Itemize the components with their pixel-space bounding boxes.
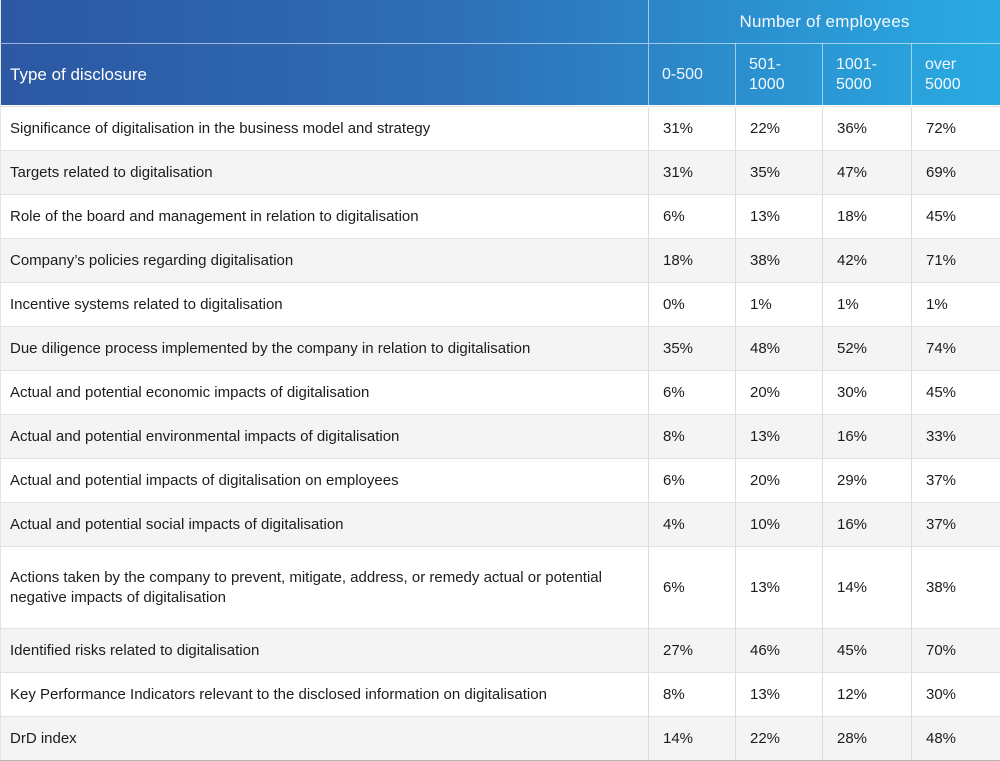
table-row: Incentive systems related to digitalisat… (0, 282, 1000, 327)
value-cell: 38% (735, 238, 823, 283)
value-cell: 70% (910, 628, 1000, 673)
value-cell: 4% (648, 502, 736, 547)
header-corner-cell (0, 0, 649, 44)
value-cell: 30% (910, 672, 1000, 717)
row-label: Significance of digitalisation in the bu… (0, 106, 649, 151)
row-label: Actual and potential impacts of digitali… (0, 458, 649, 503)
row-label: Due diligence process implemented by the… (0, 326, 649, 371)
value-cell: 29% (822, 458, 912, 503)
table-row: Actual and potential social impacts of d… (0, 502, 1000, 547)
value-cell: 18% (648, 238, 736, 283)
value-cell: 1% (735, 282, 823, 327)
table-row: Due diligence process implemented by the… (0, 326, 1000, 371)
value-cell: 12% (822, 672, 912, 717)
value-cell: 13% (735, 546, 823, 629)
row-label: Actual and potential environmental impac… (0, 414, 649, 459)
value-cell: 35% (648, 326, 736, 371)
value-cell: 72% (910, 106, 1000, 151)
value-cell: 10% (735, 502, 823, 547)
table-row: Actions taken by the company to prevent,… (0, 546, 1000, 629)
value-cell: 37% (910, 458, 1000, 503)
value-cell: 6% (648, 458, 736, 503)
value-cell: 31% (648, 150, 736, 195)
header-group-row: Number of employees (0, 0, 1000, 44)
value-cell: 33% (910, 414, 1000, 459)
value-cell: 28% (822, 716, 912, 761)
row-label: Actual and potential economic impacts of… (0, 370, 649, 415)
column-header-1001-5000: 1001- 5000 (822, 43, 912, 107)
header-columns-row: Type of disclosure 0-500 501- 1000 1001-… (1, 43, 1000, 107)
value-cell: 6% (648, 546, 736, 629)
value-cell: 48% (910, 716, 1000, 761)
table-row: Targets related to digitalisation 31% 35… (0, 150, 1000, 195)
value-cell: 1% (822, 282, 912, 327)
value-cell: 52% (822, 326, 912, 371)
value-cell: 16% (822, 414, 912, 459)
row-label: Identified risks related to digitalisati… (0, 628, 649, 673)
table-row: Actual and potential economic impacts of… (0, 370, 1000, 415)
value-cell: 45% (910, 370, 1000, 415)
value-cell: 8% (648, 414, 736, 459)
value-cell: 14% (648, 716, 736, 761)
row-header-label: Type of disclosure (10, 65, 148, 84)
value-cell: 1% (910, 282, 1000, 327)
value-cell: 74% (910, 326, 1000, 371)
table-row: Identified risks related to digitalisati… (0, 628, 1000, 673)
table-row: DrD index 14% 22% 28% 48% (0, 716, 1000, 761)
value-cell: 36% (822, 106, 912, 151)
value-cell: 6% (648, 194, 736, 239)
value-cell: 8% (648, 672, 736, 717)
value-cell: 22% (735, 716, 823, 761)
row-label: Targets related to digitalisation (0, 150, 649, 195)
value-cell: 20% (735, 370, 823, 415)
value-cell: 13% (735, 414, 823, 459)
value-cell: 38% (910, 546, 1000, 629)
column-header-501-1000: 501- 1000 (735, 43, 823, 107)
table-row: Key Performance Indicators relevant to t… (0, 672, 1000, 717)
value-cell: 35% (735, 150, 823, 195)
table-row: Actual and potential impacts of digitali… (0, 458, 1000, 503)
value-cell: 45% (910, 194, 1000, 239)
table-row: Actual and potential environmental impac… (0, 414, 1000, 459)
value-cell: 48% (735, 326, 823, 371)
table-body: Significance of digitalisation in the bu… (0, 106, 1000, 761)
value-cell: 42% (822, 238, 912, 283)
column-header-over-5000: over 5000 (910, 43, 1000, 107)
row-label: Company’s policies regarding digitalisat… (0, 238, 649, 283)
value-cell: 14% (822, 546, 912, 629)
value-cell: 22% (735, 106, 823, 151)
column-header-0-500: 0-500 (648, 43, 736, 107)
value-cell: 18% (822, 194, 912, 239)
value-cell: 37% (910, 502, 1000, 547)
value-cell: 13% (735, 672, 823, 717)
value-cell: 27% (648, 628, 736, 673)
value-cell: 47% (822, 150, 912, 195)
table-row: Company’s policies regarding digitalisat… (0, 238, 1000, 283)
row-label: Incentive systems related to digitalisat… (0, 282, 649, 327)
table-header: Number of employees Type of disclosure 0… (0, 0, 1000, 107)
row-label: Role of the board and management in rela… (0, 194, 649, 239)
value-cell: 13% (735, 194, 823, 239)
row-label: Actual and potential social impacts of d… (0, 502, 649, 547)
row-label: Key Performance Indicators relevant to t… (0, 672, 649, 717)
table-row: Significance of digitalisation in the bu… (0, 106, 1000, 151)
row-label: DrD index (0, 716, 649, 761)
value-cell: 30% (822, 370, 912, 415)
value-cell: 16% (822, 502, 912, 547)
group-header: Number of employees (647, 0, 1000, 44)
table-row: Role of the board and management in rela… (0, 194, 1000, 239)
value-cell: 46% (735, 628, 823, 673)
value-cell: 0% (648, 282, 736, 327)
value-cell: 6% (648, 370, 736, 415)
value-cell: 45% (822, 628, 912, 673)
value-cell: 71% (910, 238, 1000, 283)
value-cell: 31% (648, 106, 736, 151)
row-label: Actions taken by the company to prevent,… (0, 546, 649, 629)
value-cell: 69% (910, 150, 1000, 195)
value-cell: 20% (735, 458, 823, 503)
